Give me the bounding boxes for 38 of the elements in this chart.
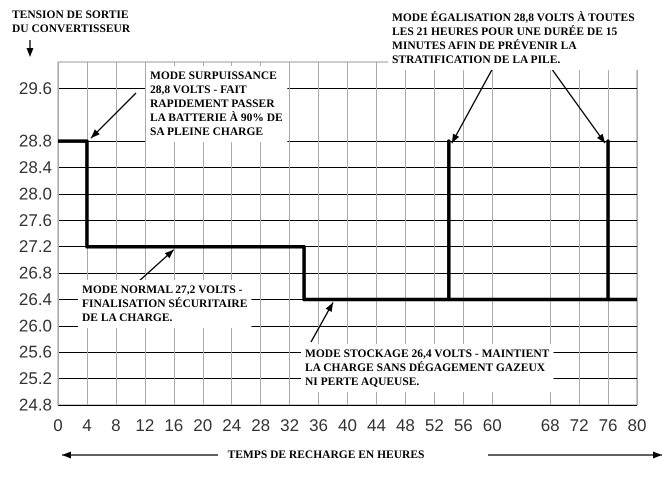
annotation: MODE SURPUISSANCE 28,8 VOLTS - FAIT RAPIDEMENT PASSER LA BATTERIE À 90% DE SA PLEINE CHARGE bbox=[150, 70, 284, 138]
y-tick-label: 25.2 bbox=[18, 369, 52, 388]
x-tick-label: 72 bbox=[570, 416, 589, 435]
x-tick-label: 36 bbox=[309, 416, 328, 435]
y-axis-title: TENSION DE SORTIE DU CONVERTISSEUR bbox=[12, 9, 131, 35]
y-tick-label: 26.4 bbox=[18, 290, 52, 309]
x-tick-label: 16 bbox=[164, 416, 184, 435]
x-tick-label: 76 bbox=[598, 416, 618, 435]
y-tick-label: 27.6 bbox=[18, 210, 52, 230]
y-tick-label: 26.8 bbox=[18, 264, 52, 283]
x-tick-label: 44 bbox=[366, 416, 386, 435]
x-tick-label: 0 bbox=[53, 416, 63, 435]
x-tick-label: 24 bbox=[222, 416, 242, 435]
y-tick-label: 24.8 bbox=[18, 396, 52, 414]
x-tick-label: 12 bbox=[135, 416, 154, 435]
x-tick-label: 56 bbox=[454, 416, 473, 435]
x-tick-label: 8 bbox=[111, 416, 121, 435]
y-tick-label: 28.4 bbox=[18, 158, 52, 178]
y-tick-label: 29.6 bbox=[18, 78, 52, 98]
x-tick-label: 28 bbox=[251, 416, 270, 435]
y-tick-label: 26.0 bbox=[18, 316, 52, 336]
annotation: MODE NORMAL 27,2 VOLTS - FINALISATION SÉCURITAIRE DE LA CHARGE. bbox=[82, 284, 248, 324]
y-tick-label: 28.0 bbox=[18, 184, 52, 204]
x-tick-label: 40 bbox=[338, 416, 357, 435]
x-axis-title: TEMPS DE RECHARGE EN HEURES bbox=[228, 449, 424, 461]
y-tick-label: 27.2 bbox=[18, 237, 52, 256]
x-tick-label: 4 bbox=[82, 416, 92, 435]
x-tick-label: 20 bbox=[193, 416, 212, 435]
y-tick-label: 25.6 bbox=[18, 342, 52, 362]
x-tick-label: 52 bbox=[424, 416, 444, 435]
annotation: MODE ÉGALISATION 28,8 VOLTS À TOUTES LES 21 HEURES POUR UNE DURÉE DE 15 MINUTES AFIN DE PRÉVENIR LA STRATIFICATION DE LA PILE. bbox=[392, 11, 635, 66]
x-tick-label: 68 bbox=[540, 416, 560, 435]
x-tick-label: 60 bbox=[482, 416, 502, 435]
x-tick-label: 48 bbox=[396, 416, 415, 435]
annotation: MODE STOCKAGE 26,4 VOLTS - MAINTIENT LA CHARGE SANS DÉGAGEMENT GAZEUX NI PERTE AQUEUSE. bbox=[305, 348, 550, 388]
x-tick-label: 80 bbox=[628, 416, 646, 435]
x-tick-label: 32 bbox=[280, 416, 300, 435]
y-tick-label: 28.8 bbox=[18, 132, 52, 151]
